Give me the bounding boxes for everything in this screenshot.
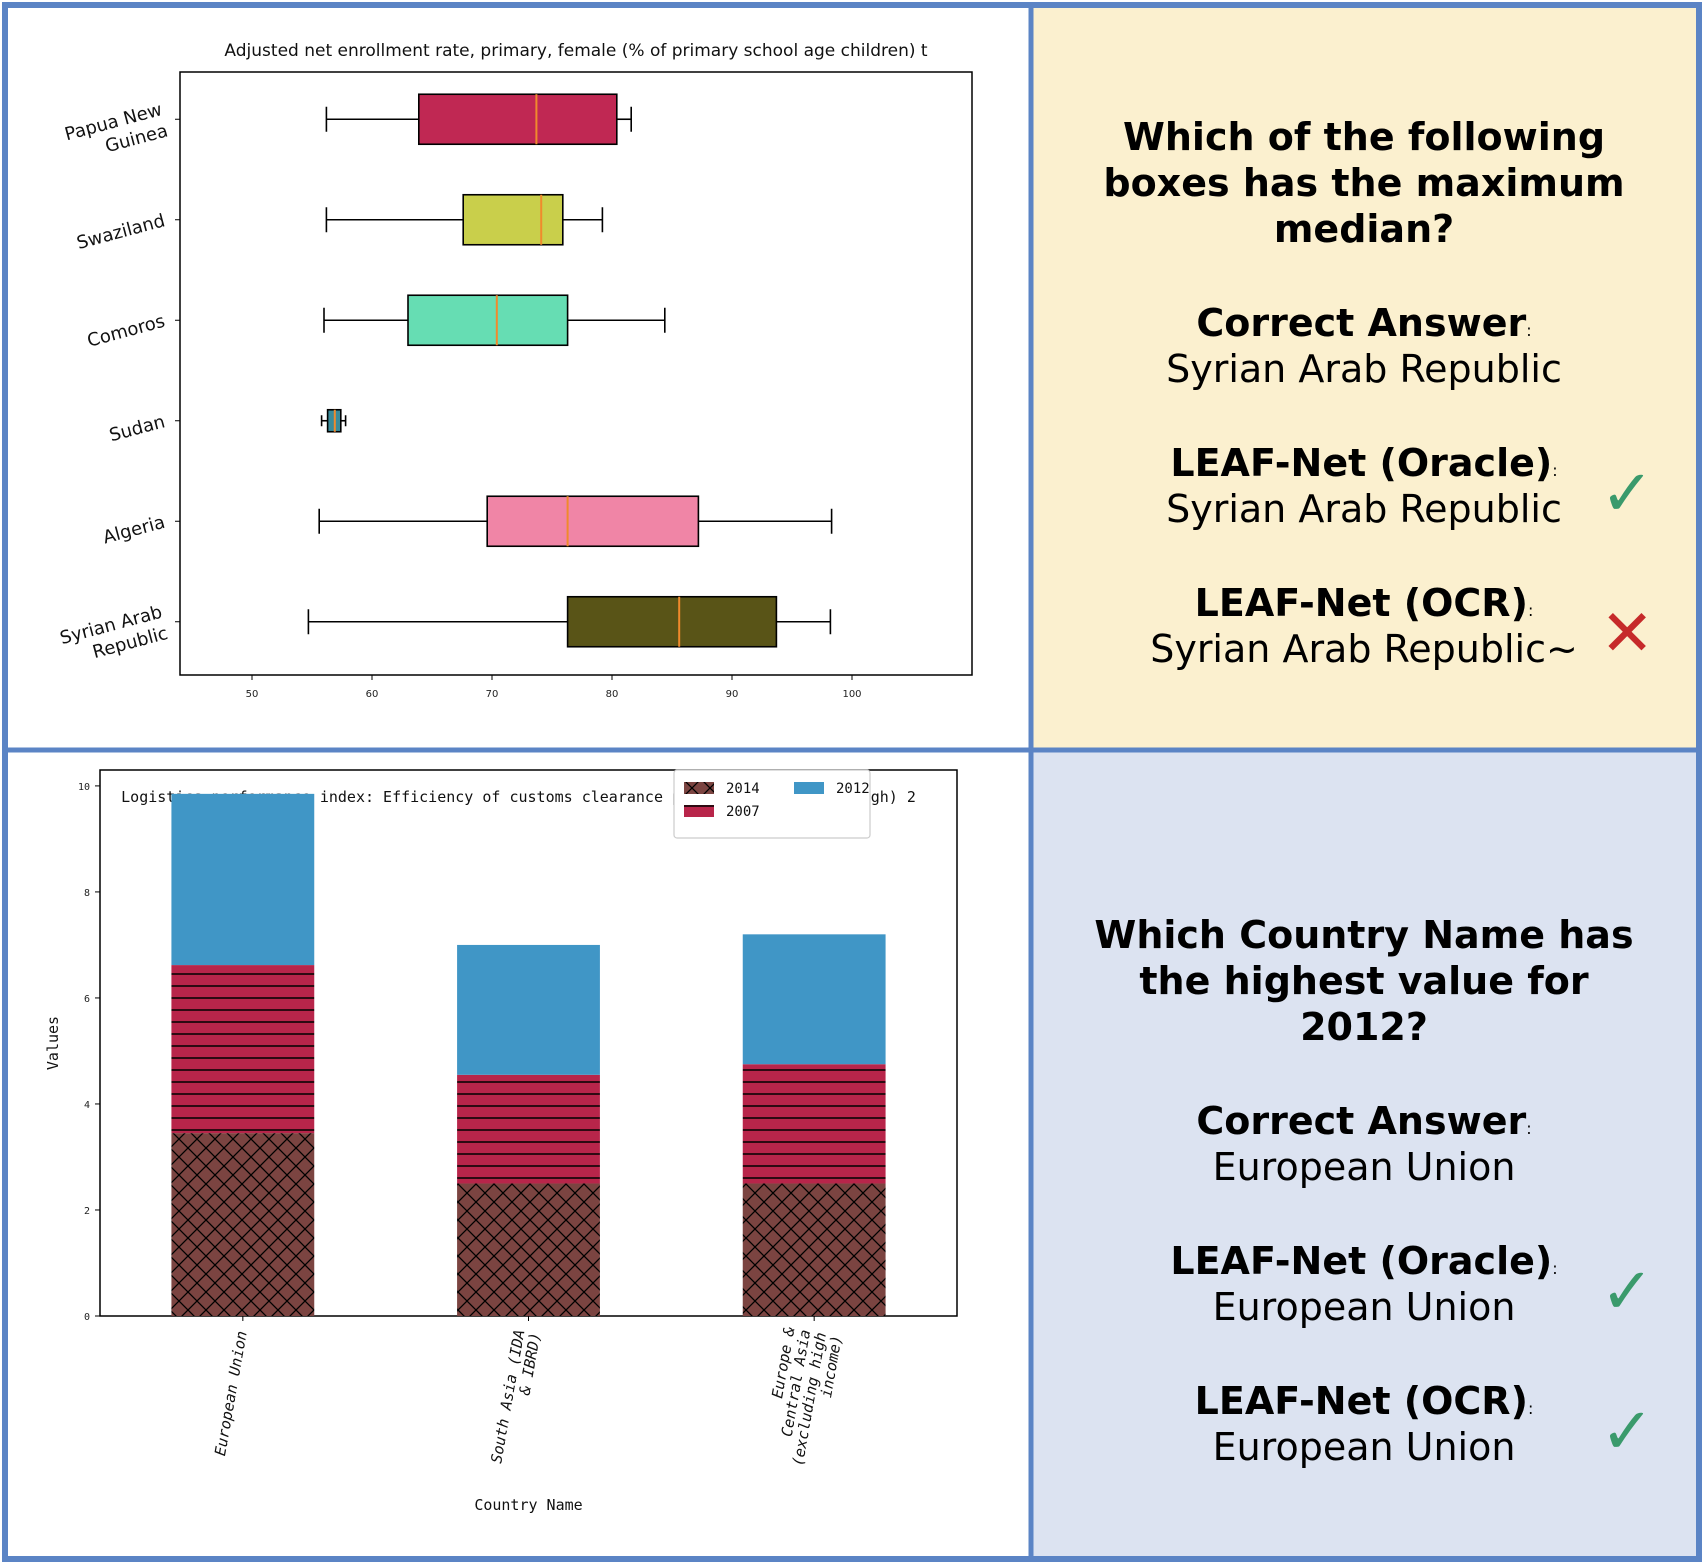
top-ocr-value: Syrian Arab Republic~ (1150, 627, 1578, 671)
bottom-ocr-label: LEAF-Net (OCR) (1194, 1379, 1528, 1423)
y-axis-label: Values (44, 1016, 62, 1070)
top-correct-label: Correct Answer (1196, 301, 1527, 345)
x-tick-label: 70 (486, 689, 499, 700)
box (462, 193, 564, 246)
chart-title: Adjusted net enrollment rate, primary, f… (224, 41, 927, 61)
x-tick-label: 100 (842, 689, 861, 700)
stacked-bar-chart: Logistics performance index: Efficiency … (44, 769, 958, 1514)
legend-label: 2014 (726, 781, 760, 797)
legend-label: 2012 (836, 781, 870, 797)
bottom-oracle-label: LEAF-Net (Oracle) (1170, 1239, 1553, 1283)
bottom-ocr-value: European Union (1212, 1425, 1516, 1469)
top-oracle-label: LEAF-Net (Oracle) (1170, 441, 1553, 485)
bottom-oracle-value: European Union (1212, 1285, 1516, 1329)
colon: : (1527, 1399, 1534, 1418)
bar (171, 793, 315, 966)
bottom-correct-block: Correct Answer: European Union (1032, 1098, 1696, 1190)
check-icon: ✓ (1600, 457, 1654, 531)
top-correct-block: Correct Answer: Syrian Arab Republic (1032, 300, 1696, 392)
x-tick-label: 50 (246, 689, 259, 700)
y-tick-label: 4 (84, 1100, 90, 1111)
bar (457, 1183, 600, 1316)
box (417, 93, 618, 146)
y-tick-label: 0 (84, 1312, 90, 1323)
x-tick-label: 80 (606, 689, 619, 700)
colon: : (1552, 461, 1558, 480)
box (566, 595, 778, 648)
cross-icon: ✕ (1600, 597, 1654, 671)
x-tick-label: 60 (366, 689, 379, 700)
bar (457, 944, 600, 1075)
colon: : (1526, 321, 1532, 340)
colon: : (1552, 1259, 1558, 1278)
bar (171, 1133, 315, 1316)
legend-swatch (684, 782, 714, 794)
bottom-correct-label: Correct Answer (1196, 1099, 1527, 1143)
top-oracle-value: Syrian Arab Republic (1166, 487, 1562, 531)
check-icon: ✓ (1600, 1395, 1654, 1469)
bar (742, 1064, 886, 1184)
colon: : (1527, 601, 1534, 620)
bottom-oracle-block: LEAF-Net (Oracle): European Union ✓ (1032, 1238, 1696, 1330)
x-axis-label: Country Name (474, 1496, 582, 1514)
bar (171, 965, 315, 1134)
plot-area (179, 71, 973, 676)
bar (742, 934, 886, 1065)
bar (742, 1183, 886, 1316)
colon: : (1526, 1119, 1532, 1138)
bottom-qa-panel: Which Country Name has the highest value… (1032, 752, 1696, 1556)
bottom-correct-value: European Union (1212, 1145, 1516, 1189)
box (486, 495, 700, 548)
y-tick-label: 6 (84, 994, 90, 1005)
top-correct-value: Syrian Arab Republic (1166, 347, 1562, 391)
y-tick-label: 2 (84, 1206, 90, 1217)
top-question: Which of the following boxes has the max… (1103, 115, 1625, 251)
y-tick-label: 8 (84, 888, 90, 899)
y-tick-label: 10 (78, 782, 90, 793)
top-oracle-block: LEAF-Net (Oracle): Syrian Arab Republic … (1032, 440, 1696, 532)
bottom-question: Which Country Name has the highest value… (1094, 913, 1634, 1049)
check-icon: ✓ (1600, 1255, 1654, 1329)
legend-swatch (684, 805, 714, 817)
top-ocr-block: LEAF-Net (OCR): Syrian Arab Republic~ ✕ (1032, 580, 1696, 672)
top-qa-panel: Which of the following boxes has the max… (1032, 8, 1696, 748)
x-tick-label: 90 (726, 689, 739, 700)
x-tick-label: Europe &Central Asia(excluding highincom… (768, 1325, 846, 1467)
bar (457, 1074, 600, 1184)
box (407, 294, 569, 347)
bottom-ocr-block: LEAF-Net (OCR): European Union ✓ (1032, 1378, 1696, 1470)
top-ocr-label: LEAF-Net (OCR) (1194, 581, 1528, 625)
legend-label: 2007 (726, 804, 760, 820)
legend: 2014 2012 2007 (673, 769, 871, 839)
legend-swatch (794, 782, 824, 794)
boxplot-chart: Adjusted net enrollment rate, primary, f… (58, 41, 973, 700)
